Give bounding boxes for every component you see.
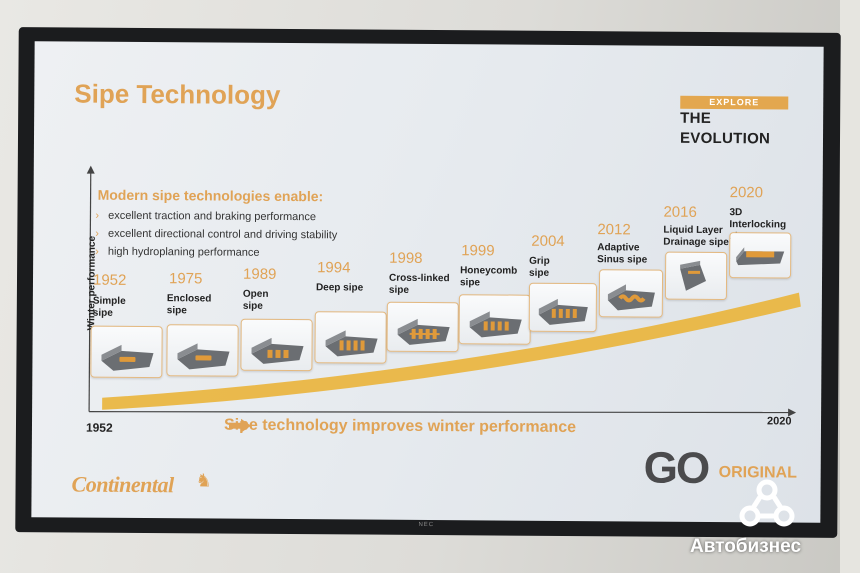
axis-caption: Sipe technology improves winter performa… — [223, 416, 577, 437]
sipe-tile — [458, 294, 531, 345]
go-logo-text: GO — [643, 443, 709, 493]
timeline-year: 1952 — [92, 271, 127, 289]
timeline-year: 1998 — [389, 249, 423, 267]
horse-icon: ♞ — [195, 470, 212, 491]
watermark-text: Автобизнес — [690, 536, 802, 557]
explore-badge: EXPLORE THE EVOLUTION — [679, 95, 789, 150]
sipe-tile — [166, 324, 239, 377]
tread-block-icon — [607, 284, 655, 311]
tread-block-icon — [251, 337, 304, 364]
sipe-tile — [664, 251, 728, 301]
timeline-label: Honeycomb sipe — [459, 265, 518, 289]
timeline-year: 1994 — [317, 259, 351, 277]
tread-block-icon — [538, 298, 588, 325]
sipe-tile — [729, 232, 792, 279]
tread-block-icon — [325, 330, 378, 357]
wall-background — [840, 0, 860, 573]
tread-block-icon — [680, 260, 707, 291]
monitor-brand: NEC — [418, 521, 435, 529]
timeline-year: 2004 — [531, 232, 565, 250]
benefit-item: › high hydroplaning performance — [95, 243, 337, 263]
y-axis-arrow — [86, 165, 95, 174]
monitor-bezel: Sipe Technology EXPLORE THE EVOLUTION Wi… — [15, 27, 841, 538]
slide-title: Sipe Technology — [74, 78, 281, 110]
slide-screen: Sipe Technology EXPLORE THE EVOLUTION Wi… — [31, 41, 824, 523]
explore-top-text: EXPLORE — [680, 95, 789, 110]
performance-curve — [102, 292, 801, 410]
timeline-year: 1975 — [168, 270, 203, 288]
benefit-item: › excellent traction and braking performa… — [95, 207, 337, 227]
sipe-tile — [528, 282, 597, 333]
timeline-year: 2016 — [663, 203, 697, 221]
network-triangle-icon — [739, 479, 795, 527]
sipe-tile — [314, 311, 387, 364]
benefit-item: › excellent directional control and drivi… — [95, 225, 337, 245]
timeline-label: Cross-linked sipe — [388, 272, 450, 296]
benefits-list: › excellent traction and braking performa… — [95, 207, 337, 263]
benefits-heading: Modern sipe technologies enable: — [97, 186, 324, 205]
sipe-tile — [90, 325, 163, 379]
timeline-label: Open sipe — [242, 288, 269, 312]
chevron-right-icon: › — [95, 209, 100, 222]
x-axis-end-label: 2020 — [766, 415, 792, 428]
timeline-year: 2020 — [729, 184, 764, 202]
x-axis-arrow — [788, 408, 797, 417]
explore-bottom-text: THE EVOLUTION — [679, 109, 771, 148]
timeline-label: Grip sipe — [529, 255, 550, 279]
chevron-right-icon: › — [95, 227, 100, 240]
timeline-label: Enclosed sipe — [166, 293, 212, 317]
y-axis — [88, 171, 92, 412]
timeline-label: Simple sipe — [92, 295, 126, 319]
timeline-label: Liquid Layer Drainage sipe — [663, 224, 729, 249]
tread-block-icon — [469, 311, 522, 338]
benefit-text: high hydroplaning performance — [107, 245, 260, 259]
tread-block-icon — [101, 344, 154, 371]
benefit-text: excellent directional control and drivin… — [107, 227, 338, 242]
sipe-tile — [598, 269, 664, 318]
x-axis — [89, 411, 791, 414]
timeline-year: 2012 — [597, 221, 631, 239]
timeline-year: 1999 — [461, 242, 495, 260]
timeline-label: Adaptive Sinus sipe — [597, 242, 648, 266]
continental-logo: Continental — [71, 471, 174, 498]
sipe-tile — [240, 318, 313, 372]
x-axis-start-label: 1952 — [85, 420, 113, 435]
benefit-text: excellent traction and braking performan… — [108, 209, 317, 224]
tread-block-icon — [397, 318, 450, 345]
tread-block-icon — [177, 343, 230, 370]
sipe-tile — [386, 301, 459, 353]
chevron-right-icon: › — [95, 245, 99, 258]
timeline-chart — [86, 165, 801, 417]
timeline-label: Deep sipe — [315, 282, 364, 294]
timeline-year: 1989 — [242, 265, 277, 283]
arrow-right-icon — [228, 418, 251, 433]
tread-block-icon — [736, 247, 785, 266]
